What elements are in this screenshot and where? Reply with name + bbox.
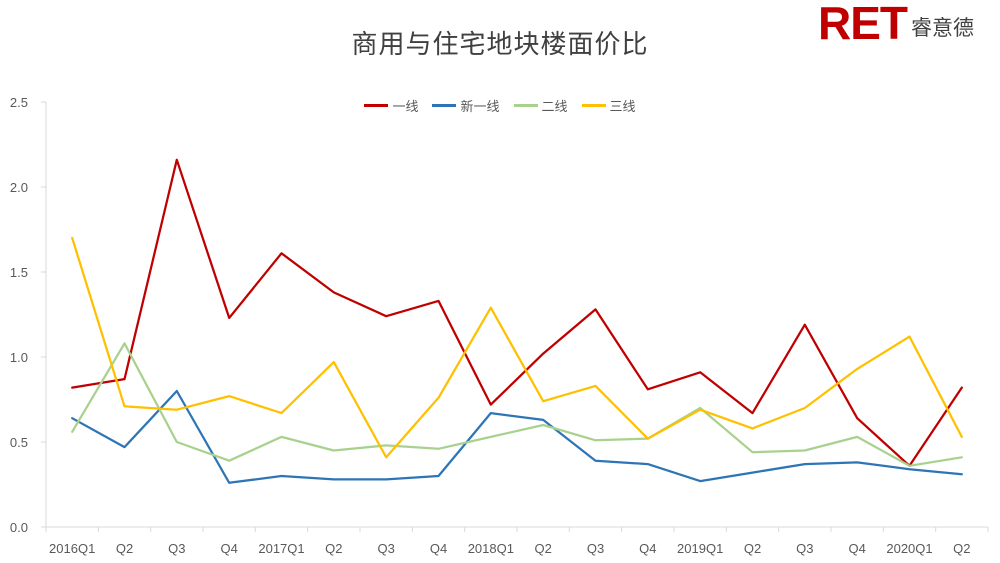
chart-title: 商用与住宅地块楼面价比 xyxy=(351,30,649,60)
logo-mark: RET xyxy=(818,0,908,49)
legend-swatch xyxy=(432,104,457,107)
x-tick-label: 2020Q1 xyxy=(886,541,932,556)
y-tick-label: 0.0 xyxy=(10,520,28,535)
y-tick-label: 0.5 xyxy=(10,435,28,450)
x-tick-label: Q4 xyxy=(639,541,656,556)
legend-item: 三线 xyxy=(581,96,636,115)
y-tick-label: 1.0 xyxy=(10,350,28,365)
x-tick-label: Q4 xyxy=(430,541,447,556)
legend-item: 新一线 xyxy=(432,96,500,115)
legend-item: 二线 xyxy=(513,96,568,115)
legend-swatch xyxy=(581,104,606,107)
x-tick-label: Q2 xyxy=(325,541,342,556)
x-tick-label: Q2 xyxy=(953,541,970,556)
legend-item: 一线 xyxy=(364,96,418,115)
x-tick-label: Q2 xyxy=(534,541,551,556)
x-tick-label: Q2 xyxy=(116,541,133,556)
x-tick-label: Q3 xyxy=(587,541,604,556)
brand-logo: RET 睿意德 xyxy=(818,0,974,46)
legend-swatch xyxy=(513,104,538,107)
x-tick-label: 2016Q1 xyxy=(49,541,95,556)
series-line-2 xyxy=(71,342,963,467)
legend-swatch xyxy=(364,104,389,107)
x-tick-label: Q3 xyxy=(796,541,813,556)
series-line-1 xyxy=(71,389,963,484)
x-tick-label: 2017Q1 xyxy=(258,541,304,556)
legend-label: 新一线 xyxy=(460,100,500,115)
legend-label: 二线 xyxy=(541,100,568,115)
series-line-0 xyxy=(71,158,963,467)
y-tick-label: 1.5 xyxy=(10,265,28,280)
x-tick-label: Q4 xyxy=(848,541,865,556)
y-tick-label: 2.5 xyxy=(10,95,28,110)
x-tick-label: Q4 xyxy=(220,541,237,556)
x-tick-label: Q3 xyxy=(377,541,394,556)
x-tick-label: 2018Q1 xyxy=(468,541,514,556)
x-tick-label: Q3 xyxy=(168,541,185,556)
y-tick-label: 2.0 xyxy=(10,180,28,195)
chart-legend: 一线 新一线 二线 三线 xyxy=(0,96,1000,115)
logo-text: 睿意德 xyxy=(911,16,974,40)
x-tick-label: 2019Q1 xyxy=(677,541,723,556)
series-line-3 xyxy=(71,236,963,459)
legend-label: 一线 xyxy=(392,100,419,115)
x-tick-label: Q2 xyxy=(744,541,761,556)
legend-label: 三线 xyxy=(609,100,636,115)
